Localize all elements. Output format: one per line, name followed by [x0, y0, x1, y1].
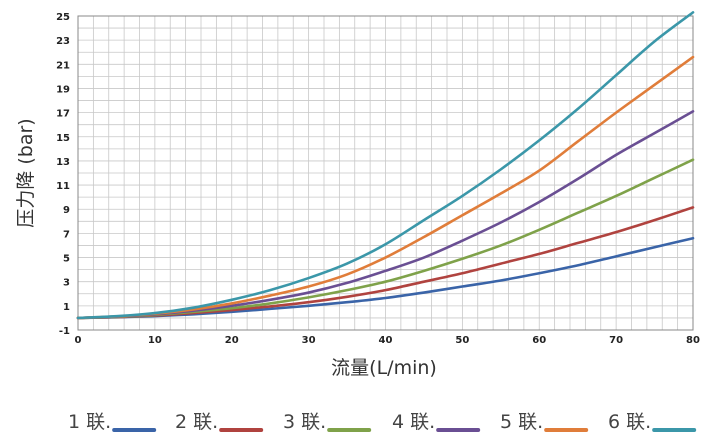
y-tick-label: 13: [56, 157, 70, 168]
series-line: [76, 11, 695, 320]
legend: 1 联. 2 联. 3 联. 4 联. 5 联. 6 联.: [68, 411, 697, 433]
x-tick-label: 10: [148, 335, 162, 346]
legend-label: 4 联.: [392, 411, 435, 433]
x-tick-label: 20: [225, 335, 239, 346]
y-tick-label: 21: [56, 60, 70, 71]
y-tick-label: 5: [63, 254, 70, 265]
y-tick-label: 23: [56, 36, 70, 47]
y-tick-label: 9: [63, 205, 70, 216]
x-tick-label: 80: [686, 335, 700, 346]
y-axis-title: 压力降 (bar): [15, 118, 37, 227]
series-line: [76, 55, 695, 320]
y-tick-label: 1: [63, 302, 70, 313]
x-tick-label: 30: [302, 335, 316, 346]
x-axis: 0 10 20 30 40 50 60 70 80: [75, 335, 700, 346]
y-tick-label: 17: [56, 109, 70, 120]
x-tick-label: 70: [609, 335, 623, 346]
x-axis-title: 流量(L/min): [331, 357, 437, 379]
legend-label: 1 联.: [68, 411, 111, 433]
y-tick-label: 11: [56, 181, 70, 192]
grid: [77, 15, 694, 331]
y-tick-label: 19: [56, 84, 70, 95]
x-tick-label: 0: [75, 335, 82, 346]
y-tick-label: -1: [59, 326, 70, 337]
legend-label: 3 联.: [283, 411, 326, 433]
legend-label: 2 联.: [175, 411, 218, 433]
y-tick-label: 15: [56, 133, 70, 144]
x-tick-label: 60: [532, 335, 546, 346]
y-tick-label: 25: [56, 12, 70, 23]
legend-label: 5 联.: [500, 411, 543, 433]
plot-area: [77, 15, 694, 331]
x-tick-label: 40: [379, 335, 393, 346]
legend-label: 6 联.: [608, 411, 651, 433]
y-tick-label: 7: [63, 229, 70, 240]
y-tick-label: 3: [63, 278, 70, 289]
x-tick-label: 50: [455, 335, 469, 346]
series-lines: [76, 11, 695, 320]
